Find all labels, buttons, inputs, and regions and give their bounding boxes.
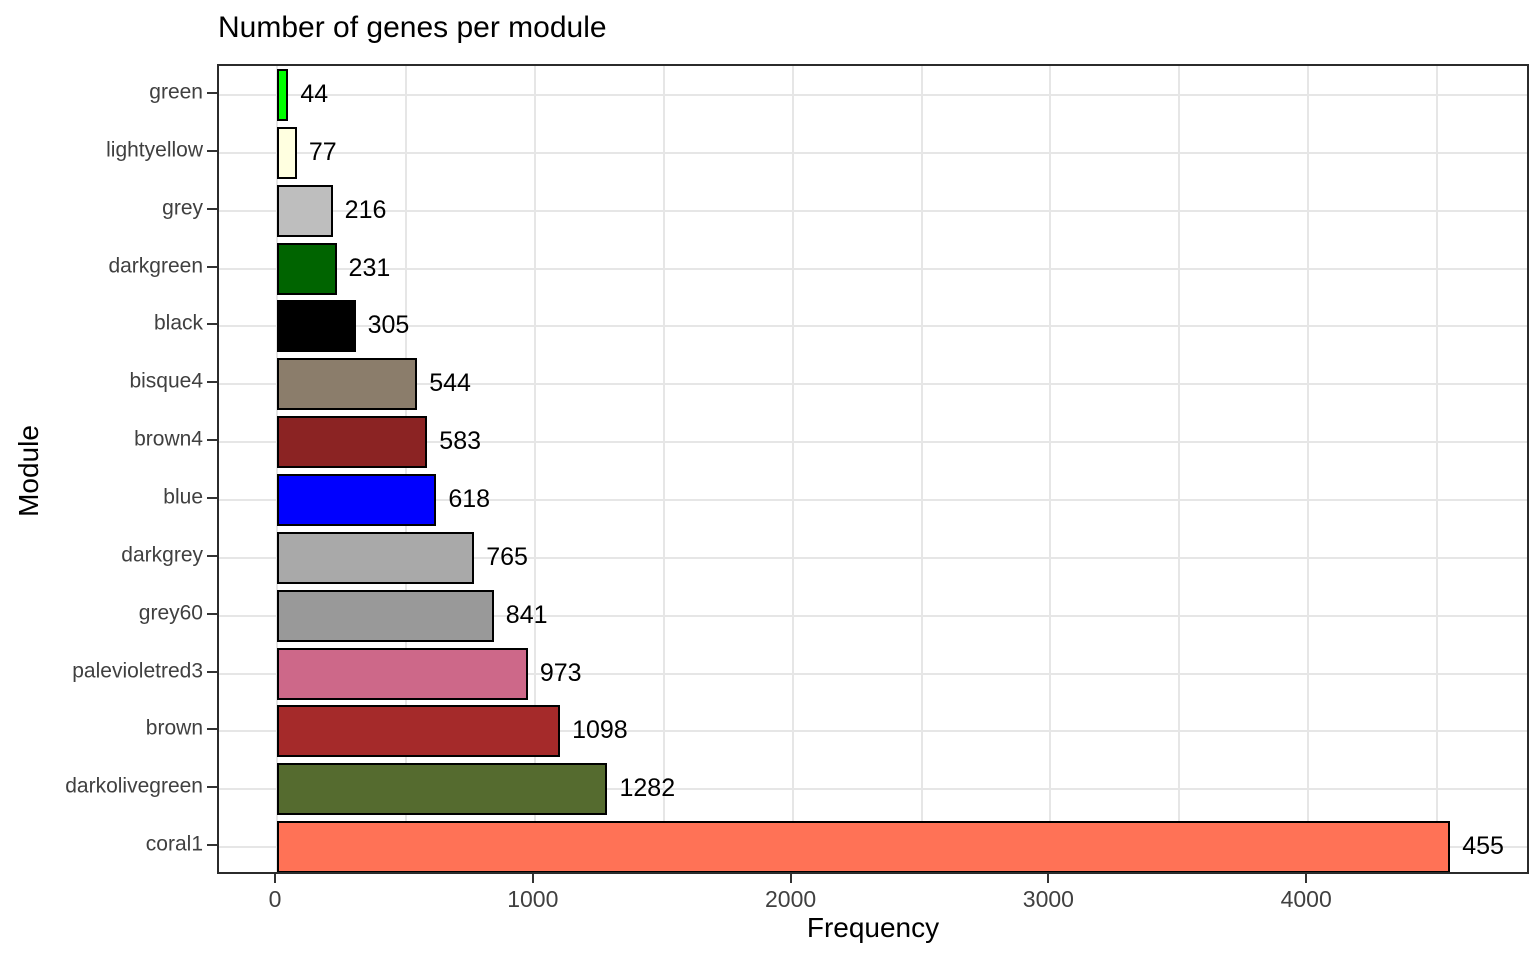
x-tick-mark [1047,874,1050,883]
gridline-horizontal [219,325,1527,328]
bar-brown4 [277,416,428,469]
bar-green [277,68,289,121]
y-tick-label-lightyellow: lightyellow [106,138,203,162]
gridline-vertical [791,66,794,872]
bar-grey [277,184,333,237]
bar-value-label: 544 [429,369,471,398]
gridline-horizontal [219,498,1527,501]
x-tick-label: 3000 [1022,886,1074,912]
y-tick-mark [207,323,217,326]
x-tick-mark [274,874,276,883]
bar-value-label: 44 [300,79,329,108]
bar-value-label: 618 [448,484,491,513]
gridline-vertical [1049,66,1052,872]
y-tick-mark [207,728,217,731]
bar-black [277,300,356,353]
gridline-vertical [1436,66,1439,872]
y-tick-mark [207,554,217,557]
y-tick-label-coral1: coral1 [145,832,203,856]
bar-value-label: 765 [486,542,528,571]
y-tick-label-darkolivegreen: darkolivegreen [65,774,203,798]
gridline-vertical [276,66,278,872]
bar-value-label: 1282 [619,774,676,803]
x-tick-label: 2000 [765,886,817,912]
bar-value-label: 973 [539,658,582,687]
y-tick-label-bisque4: bisque4 [129,369,203,393]
gridline-vertical [404,66,407,872]
gridline-horizontal [219,209,1527,212]
chart-title: Number of genes per module [218,11,607,44]
y-tick-mark [207,439,217,442]
bar-bisque4 [277,358,418,411]
bar-coral1 [277,821,1451,872]
bar-value-label: 1098 [572,716,628,745]
bar-blue [277,473,437,526]
gridline-vertical [533,66,536,872]
gridline-horizontal [219,441,1527,444]
bar-value-label: 77 [308,137,337,166]
gridline-vertical [1307,66,1310,872]
x-tick-mark [531,874,534,883]
y-tick-mark [207,149,217,152]
y-tick-label-blue: blue [163,485,203,509]
y-tick-mark [207,91,217,94]
bar-grey60 [277,589,494,642]
x-tick-label: 0 [268,886,282,912]
gridline-horizontal [219,730,1527,733]
bar-lightyellow [277,126,297,179]
bar-value-label: 231 [348,253,391,282]
gridline-horizontal [219,556,1527,559]
x-tick-mark [789,874,792,883]
y-tick-label-green: green [149,80,203,104]
plot-panel: 44 77 216 231 305 544 583 618 765 841 973 1098 1282 4… [217,64,1529,874]
y-tick-label-palevioletred3: palevioletred3 [72,659,203,683]
gridline-vertical [662,66,665,872]
bar-value-label: 216 [344,195,387,224]
y-tick-mark [207,670,217,673]
x-axis-title: Frequency [806,912,940,943]
gridline-vertical [920,66,923,872]
y-tick-mark [207,612,217,615]
y-tick-mark [207,786,217,789]
bar-value-label: 455 [1462,831,1504,860]
y-tick-mark [207,207,217,210]
bar-darkgreen [277,242,337,295]
x-tick-mark [1305,874,1308,883]
y-tick-mark [207,265,217,268]
gridline-horizontal [219,383,1527,386]
y-tick-label-brown4: brown4 [134,427,203,451]
gridline-horizontal [219,151,1527,154]
y-tick-label-darkgrey: darkgrey [121,543,203,567]
x-tick-label: 4000 [1280,886,1332,912]
gridline-horizontal [219,614,1527,617]
bar-value-label: 841 [505,600,548,629]
y-tick-label-darkgreen: darkgreen [108,254,203,278]
gridline-horizontal [219,788,1527,791]
gridline-horizontal [219,672,1527,675]
y-tick-label-grey: grey [162,196,203,220]
y-tick-label-brown: brown [145,716,203,740]
gridline-horizontal [219,267,1527,270]
bar-darkolivegreen [277,763,608,816]
y-tick-mark [207,381,217,384]
gridline-horizontal [219,93,1527,96]
y-tick-label-grey60: grey60 [138,601,203,625]
bar-value-label: 305 [367,311,410,340]
y-tick-label-black: black [153,311,203,335]
bar-value-label: 583 [439,426,482,455]
y-tick-mark [207,496,217,499]
bar-brown [277,705,561,758]
y-tick-mark [207,844,217,847]
bar-darkgrey [277,531,475,584]
gridline-vertical [1178,66,1181,872]
bar-palevioletred3 [277,647,528,700]
x-tick-label: 1000 [507,886,559,912]
